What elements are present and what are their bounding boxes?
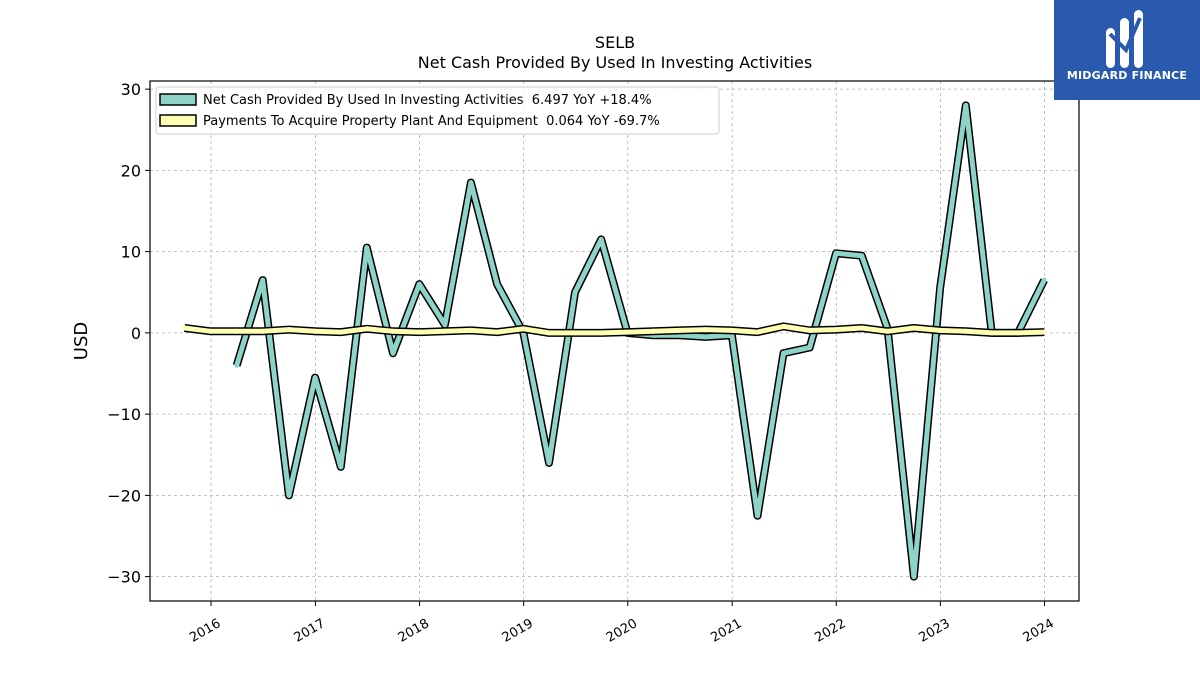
series-1-point xyxy=(650,328,656,334)
series-0-point xyxy=(833,250,839,256)
legend-label-ppe: Payments To Acquire Property Plant And E… xyxy=(203,114,660,129)
series-1-point xyxy=(676,327,682,333)
series-0-point xyxy=(286,492,292,498)
y-tick-label: −30 xyxy=(107,568,141,587)
series-0-point xyxy=(703,334,709,340)
plot-frame xyxy=(149,80,1080,602)
series-1-point xyxy=(572,330,578,336)
y-tick-label: −20 xyxy=(107,486,141,505)
series-1-line xyxy=(184,323,1045,336)
series-0-point xyxy=(937,285,943,291)
y-tick-label: 10 xyxy=(121,243,141,262)
series-1-point xyxy=(364,326,370,332)
series-0-point xyxy=(911,574,917,580)
series-0-point xyxy=(546,460,552,466)
series-1-point xyxy=(260,328,266,334)
series-0-point xyxy=(442,322,448,328)
series-1-point xyxy=(390,328,396,334)
series-1-point xyxy=(703,327,709,333)
series-1-point xyxy=(468,327,474,333)
series-1-point xyxy=(807,327,813,333)
y-tick-label: 20 xyxy=(121,161,141,180)
series-1-point xyxy=(286,327,292,333)
series-0-point xyxy=(494,281,500,287)
series-1-point xyxy=(1041,329,1047,335)
x-tick-label: 2019 xyxy=(500,616,536,646)
legend-swatch-investing xyxy=(159,93,197,106)
series-1-point xyxy=(911,325,917,331)
x-tick-label: 2021 xyxy=(708,616,744,646)
x-tick-label: 2023 xyxy=(917,616,953,646)
series-0-point xyxy=(807,345,813,350)
series-0-point xyxy=(364,245,370,251)
logo-mark-icon xyxy=(1106,10,1143,68)
chart-title: SELB xyxy=(595,33,635,52)
series-1-point xyxy=(494,329,500,335)
chart-subtitle: Net Cash Provided By Used In Investing A… xyxy=(418,53,812,72)
series-0-point xyxy=(859,253,865,259)
y-axis-label: USD xyxy=(71,322,92,360)
x-tick-label: 2022 xyxy=(812,616,848,646)
series-1-point xyxy=(937,327,943,333)
series-1-point xyxy=(312,328,318,334)
series-0-point xyxy=(1041,277,1047,283)
legend-box xyxy=(155,86,720,135)
series-0-point xyxy=(963,102,969,108)
series-1-point xyxy=(520,326,526,332)
series-0-point xyxy=(468,180,474,186)
series-1-point xyxy=(989,330,995,336)
series-1-point xyxy=(781,323,786,329)
series-0-point xyxy=(572,289,578,295)
x-tick-label: 2020 xyxy=(604,616,640,646)
series-1-point xyxy=(885,328,891,334)
x-tick-label: 2017 xyxy=(292,616,328,646)
series-1-point xyxy=(833,327,839,333)
x-axis: 2016 2017 2018 2019 2020 2021 2022 2023 2024 xyxy=(187,601,1057,646)
series-1-point xyxy=(625,329,630,335)
legend: Net Cash Provided By Used In Investing A… xyxy=(155,86,720,135)
series-layer xyxy=(182,101,1048,581)
series-0-point xyxy=(338,464,344,470)
series-0-point xyxy=(390,350,396,356)
series-0-point xyxy=(234,362,240,368)
legend-label-investing: Net Cash Provided By Used In Investing A… xyxy=(203,93,652,108)
series-0-point xyxy=(312,375,318,381)
series-1-point xyxy=(182,325,187,331)
y-tick-label: −10 xyxy=(107,405,141,424)
series-1-point xyxy=(1015,330,1021,336)
x-tick-label: 2018 xyxy=(396,616,432,646)
x-tick-label: 2024 xyxy=(1021,616,1057,646)
y-axis: 30 20 10 0 −10 −20 −30 xyxy=(107,80,150,587)
series-1-point xyxy=(755,329,760,335)
y-tick-label: 0 xyxy=(131,324,141,343)
y-tick-label: 30 xyxy=(121,80,141,99)
brand-logo: MIDGARD FINANCE xyxy=(1054,0,1200,100)
series-0-point xyxy=(755,513,760,519)
series-1-point xyxy=(338,329,344,335)
series-0-point xyxy=(598,236,604,242)
series-0-point xyxy=(781,350,786,356)
series-1-point xyxy=(546,330,552,336)
series-0-point xyxy=(416,281,422,287)
grid xyxy=(150,81,1079,601)
series-1-point xyxy=(416,329,422,335)
legend-swatch-ppe xyxy=(159,114,197,127)
series-1-point xyxy=(963,328,969,334)
series-1-point xyxy=(234,328,240,334)
series-1-point xyxy=(598,330,604,336)
series-0-point xyxy=(260,277,266,283)
x-tick-label: 2016 xyxy=(187,616,223,646)
series-1-point xyxy=(859,325,865,331)
series-1-point xyxy=(442,328,448,334)
series-1-point xyxy=(208,328,214,334)
brand-name: MIDGARD FINANCE xyxy=(1066,69,1188,82)
series-1-point xyxy=(729,327,735,333)
